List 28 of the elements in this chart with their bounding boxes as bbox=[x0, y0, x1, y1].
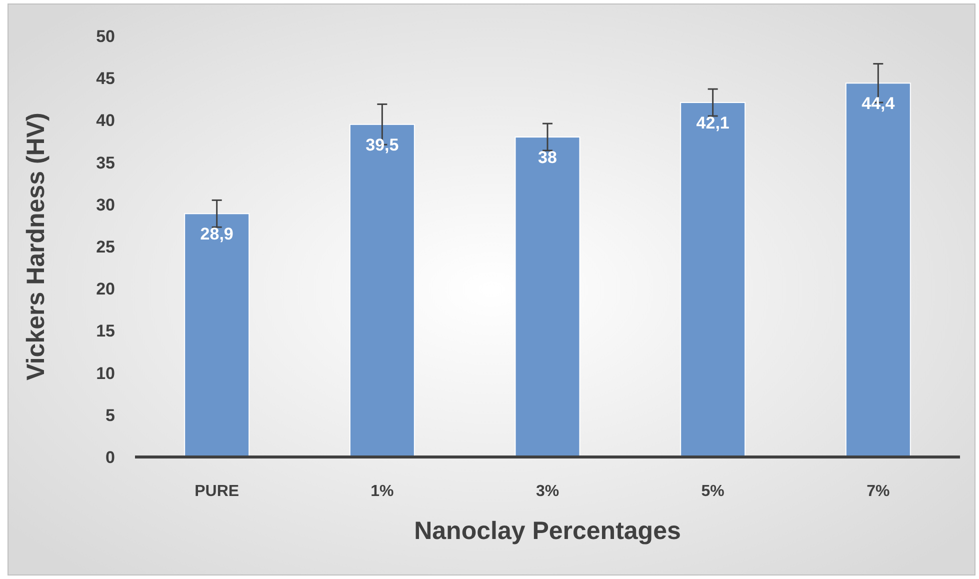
bar bbox=[845, 82, 911, 458]
x-tick-label: 3% bbox=[536, 483, 560, 500]
bar bbox=[184, 213, 250, 458]
y-tick-label: 25 bbox=[96, 238, 115, 256]
bar bbox=[349, 124, 415, 458]
y-axis-title: Vickers Hardness (HV) bbox=[22, 112, 50, 380]
x-tick-label: 7% bbox=[866, 483, 890, 500]
bar bbox=[514, 136, 580, 458]
y-tick-label: 5 bbox=[106, 406, 115, 425]
x-axis-title: Nanoclay Percentages bbox=[414, 517, 681, 545]
y-tick-label: 10 bbox=[96, 364, 115, 383]
bar bbox=[680, 102, 746, 458]
data-label: 28,9 bbox=[200, 224, 234, 244]
data-label: 42,1 bbox=[696, 114, 730, 133]
y-tick-label: 20 bbox=[96, 280, 115, 299]
y-tick-label: 50 bbox=[96, 27, 115, 46]
y-tick-label: 40 bbox=[96, 111, 115, 130]
x-tick-label: 5% bbox=[701, 483, 724, 500]
data-label: 44,4 bbox=[862, 94, 896, 114]
y-tick-label: 15 bbox=[96, 322, 115, 341]
data-label: 39,5 bbox=[366, 135, 399, 154]
x-tick-label: PURE bbox=[194, 483, 240, 500]
x-tick-label: 1% bbox=[370, 483, 394, 500]
y-tick-label: 35 bbox=[96, 153, 115, 172]
y-tick-label: 0 bbox=[106, 448, 115, 467]
y-tick-label: 30 bbox=[96, 195, 115, 214]
y-tick-label: 45 bbox=[96, 69, 115, 88]
data-label: 38 bbox=[538, 148, 557, 168]
